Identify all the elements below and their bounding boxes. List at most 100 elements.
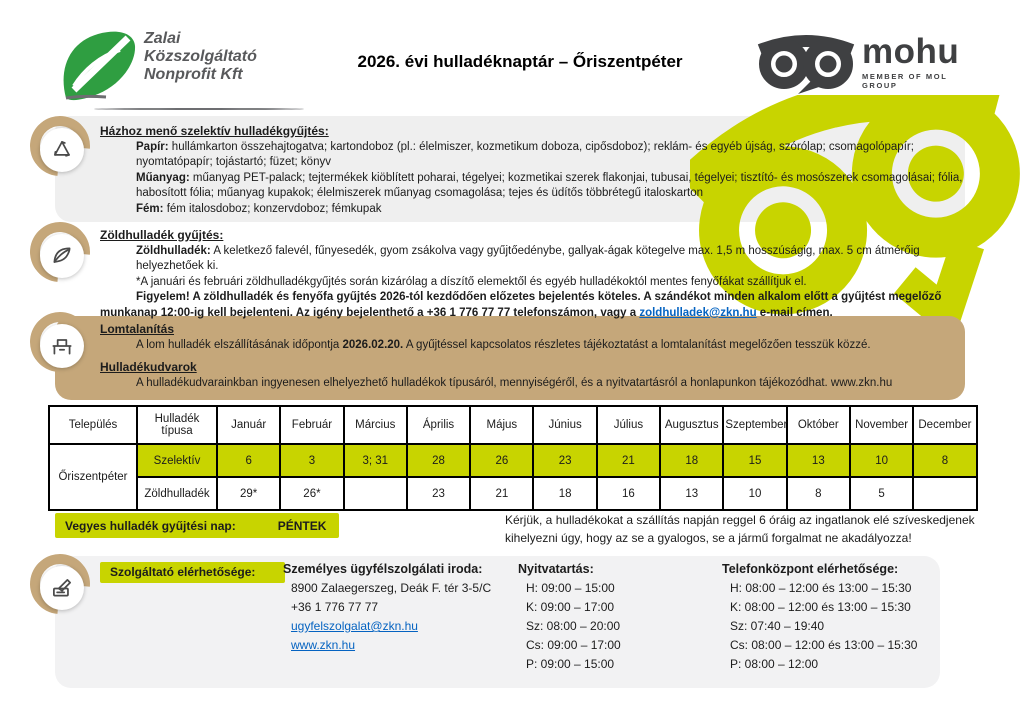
waste-yards-heading: Hulladékudvarok — [100, 360, 197, 374]
date-cell: 26* — [279, 476, 345, 511]
col-header-month: November — [848, 405, 915, 445]
green-label: Zöldhulladék: — [136, 244, 211, 257]
hours-line: K: 09:00 – 17:00 — [526, 600, 615, 614]
call-center-line: H: 08:00 – 12:00 és 13:00 – 15:30 — [730, 581, 912, 595]
hours-line: P: 09:00 – 15:00 — [526, 657, 615, 671]
date-cell: 29* — [215, 476, 282, 511]
notice-line-2: kihelyezni úgy, hogy az se a gyalogos, s… — [505, 531, 912, 545]
col-header-month: Szeptember — [722, 405, 788, 445]
mixed-waste-day: PÉNTEK — [277, 518, 327, 533]
paper-item: Papír: hullámkarton összehajtogatva; kar… — [136, 140, 972, 171]
hours-line: H: 09:00 – 15:00 — [526, 581, 615, 595]
call-center-line: K: 08:00 – 12:00 és 13:00 – 15:30 — [730, 600, 911, 614]
page-title: 2026. évi hulladéknaptár – Őriszentpéter — [357, 52, 683, 71]
plastic-text: műanyag PET-palack; tejtermékek kiöblíte… — [136, 171, 963, 200]
bulky-text-pre: A lom hulladék elszállításának időpontja — [136, 338, 343, 351]
paper-label: Papír: — [136, 140, 169, 153]
date-cell: 16 — [595, 476, 662, 511]
contact-badge — [17, 541, 103, 627]
green-text: A keletkező falevél, fűnyesedék, gyom zs… — [136, 244, 920, 273]
date-cell: 10 — [722, 476, 788, 511]
plastic-item: Műanyag: műanyag PET-palack; tejtermékek… — [136, 171, 972, 202]
customer-service-email-link[interactable]: ugyfelszolgalat@zkn.hu — [291, 619, 418, 633]
mohu-wordmark: mohu — [862, 32, 960, 71]
town-cell: Őriszentpéter — [48, 443, 138, 511]
logo-line-3: Nonprofit Kft — [144, 66, 243, 83]
paper-text: hullámkarton összehajtogatva; kartondobo… — [136, 140, 914, 169]
call-center-column: Telefonközpont elérhetősége: H: 08:00 – … — [722, 560, 937, 674]
call-center-line: Sz: 07:40 – 19:40 — [730, 619, 825, 633]
date-cell — [342, 476, 408, 511]
metal-text: fém italosdoboz; konzervdoboz; fémkupak — [166, 202, 382, 215]
green-waste-section: Zöldhulladék gyűjtés: Zöldhulladék: A ke… — [100, 228, 982, 321]
contact-label: Szolgáltató elérhetősége: — [100, 562, 286, 583]
date-cell: 8 — [785, 476, 851, 511]
selective-badge — [17, 103, 103, 189]
waste-yards-text: A hulladékudvarainkban ingyenesen elhely… — [136, 376, 893, 389]
col-header-month: Május — [469, 405, 535, 445]
selective-section: Házhoz menő szelektív hulladékgyűjtés: P… — [100, 124, 972, 217]
green-waste-badge — [17, 209, 103, 295]
date-cell: 3 — [279, 443, 345, 478]
office-contact-column: Személyes ügyfélszolgálati iroda: 8900 Z… — [283, 560, 508, 655]
logo-line-2: Közszolgáltató — [144, 48, 257, 65]
metal-label: Fém: — [136, 202, 164, 215]
date-cell: 13 — [659, 476, 725, 511]
placement-notice: Kérjük, a hulladékokat a szállítás napjá… — [505, 511, 975, 547]
call-center-line: P: 08:00 – 12:00 — [730, 657, 819, 671]
call-center-line: Cs: 08:00 – 12:00 és 13:00 – 15:30 — [730, 638, 918, 652]
office-phone: +36 1 776 77 77 — [291, 600, 379, 614]
date-cell: 13 — [785, 443, 851, 478]
bulky-waste-section: Lomtalanítás A lom hulladék elszállításá… — [100, 322, 956, 391]
furniture-icon — [52, 339, 72, 355]
plastic-label: Műanyag: — [136, 171, 190, 184]
hours-heading: Nyitvatartás: — [518, 562, 594, 576]
col-header-type: Hulladék típusa — [136, 405, 218, 445]
zalai-logo: Zalai Közszolgáltató Nonprofit Kft — [58, 24, 304, 110]
bulky-text-post: A gyűjtéssel kapcsolatos részletes tájék… — [403, 338, 871, 351]
bulky-text: A lom hulladék elszállításának időpontja… — [136, 338, 956, 354]
call-center-heading: Telefonközpont elérhetősége: — [722, 562, 899, 576]
col-header-month: Augusztus — [659, 405, 725, 445]
date-cell: 23 — [532, 443, 598, 478]
selective-row: Őriszentpéter Szelektív 6 3 3; 31 28 26 … — [48, 443, 978, 511]
warning-text-post: e-mail címen. — [756, 306, 833, 319]
row-type-selective: Szelektív — [136, 443, 218, 478]
date-cell: 10 — [848, 443, 915, 478]
metal-item: Fém: fém italosdoboz; konzervdoboz; fémk… — [136, 202, 972, 218]
col-header-month: Július — [595, 405, 662, 445]
date-cell: 21 — [469, 476, 535, 511]
col-header-month: Január — [215, 405, 282, 445]
mixed-waste-day-bar: Vegyes hulladék gyűjtési nap: PÉNTEK — [55, 513, 339, 538]
bulky-waste-panel — [55, 316, 965, 400]
collection-calendar: Település Hulladék típusa Január Február… — [48, 405, 978, 511]
mixed-waste-label: Vegyes hulladék gyűjtési nap: — [65, 518, 236, 533]
website-link[interactable]: www.zkn.hu — [291, 638, 356, 652]
col-header-month: Június — [532, 405, 598, 445]
date-cell: 3; 31 — [342, 443, 408, 478]
date-cell: 18 — [532, 476, 598, 511]
col-header-month: Október — [785, 405, 851, 445]
green-waste-row: Zöldhulladék 29* 26* 23 21 18 16 13 10 8… — [49, 476, 978, 511]
green-item: Zöldhulladék: A keletkező falevél, fűnye… — [136, 244, 982, 275]
green-waste-email-link[interactable]: zoldhulladek@zkn.hu — [639, 306, 757, 319]
date-cell: 28 — [405, 443, 472, 478]
col-header-month: Április — [405, 405, 472, 445]
bulky-waste-badge — [17, 299, 103, 385]
notice-line-1: Kérjük, a hulladékokat a szállítás napjá… — [505, 513, 975, 527]
col-header-month: Február — [279, 405, 345, 445]
date-cell: 8 — [912, 443, 978, 478]
row-type-green: Zöldhulladék — [136, 476, 218, 511]
col-header-month: December — [912, 405, 978, 445]
logo-underline — [94, 108, 304, 110]
bulky-heading: Lomtalanítás — [100, 322, 175, 336]
pen-icon — [53, 579, 71, 597]
green-warning: Figyelem! A zöldhulladék és fenyőfa gyűj… — [100, 290, 982, 321]
mohu-owl-icon — [757, 35, 855, 94]
green-heading: Zöldhulladék gyűjtés: — [100, 228, 224, 242]
selective-heading: Házhoz menő szelektív hulladékgyűjtés: — [100, 124, 329, 138]
office-address: 8900 Zalaegerszeg, Deák F. tér 3-5/C — [291, 581, 492, 595]
col-header-town: Település — [48, 405, 138, 445]
leaf-icon — [53, 247, 71, 263]
date-cell: 18 — [659, 443, 725, 478]
